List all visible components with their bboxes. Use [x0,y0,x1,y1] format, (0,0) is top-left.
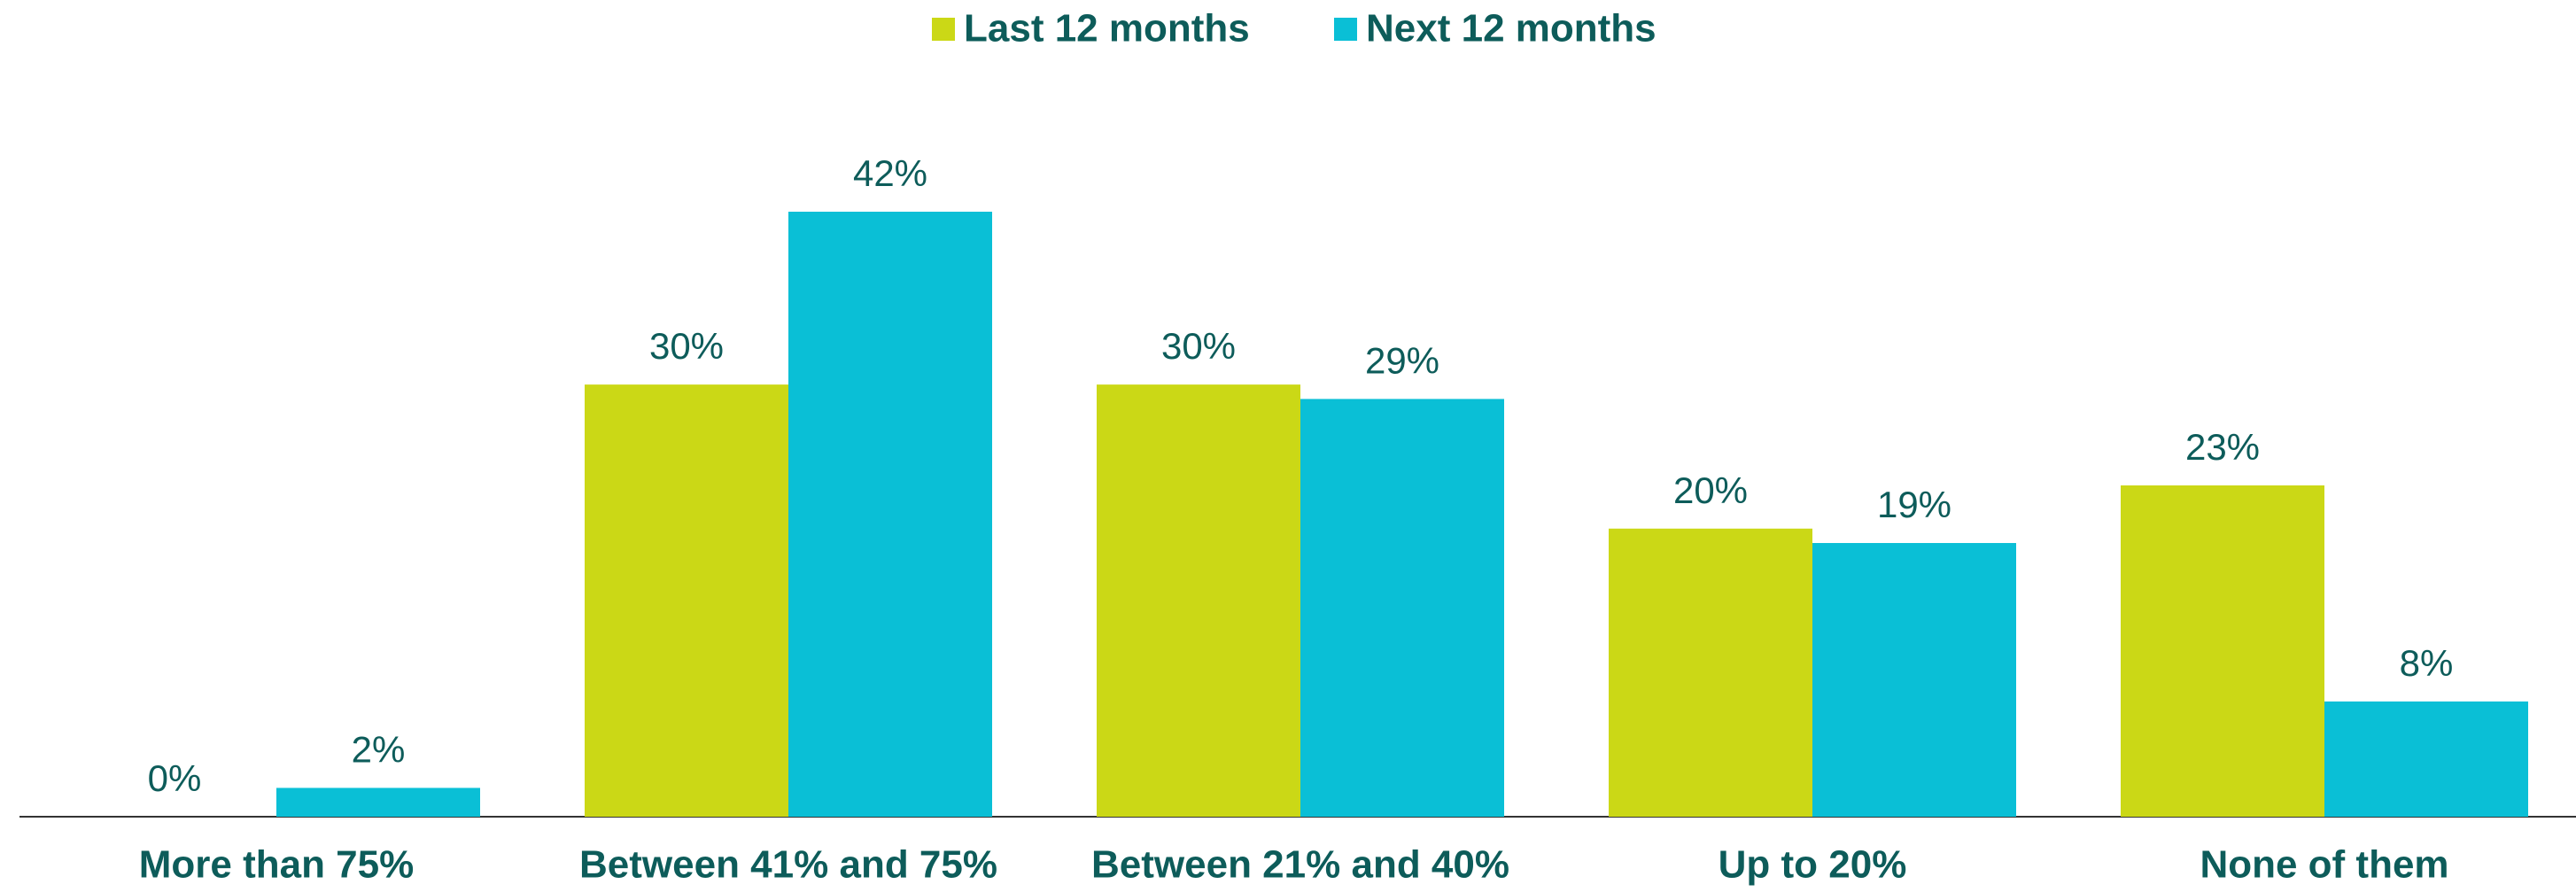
legend-label: Last 12 months [964,7,1250,50]
value-label: 2% [352,729,406,771]
bar [1097,384,1300,817]
value-label: 30% [1161,325,1236,367]
x-tick-label: Up to 20% [1719,843,1907,887]
bar [2121,485,2324,817]
bar [788,212,992,817]
value-label: 20% [1673,469,1748,511]
x-tick-label: Between 41% and 75% [579,843,997,887]
bar [276,787,480,817]
bar [1812,543,2016,817]
x-tick-label: More than 75% [139,843,415,887]
bar [1609,528,1812,817]
value-label: 0% [148,757,202,799]
value-label: 29% [1365,339,1439,381]
value-label: 23% [2185,426,2260,468]
x-tick-label: Between 21% and 40% [1091,843,1509,887]
bar [585,384,788,817]
value-label: 42% [853,152,927,194]
legend-label: Next 12 months [1366,7,1657,50]
legend-swatch [932,18,955,41]
bar [2324,701,2528,817]
legend-swatch [1334,18,1357,41]
value-label: 8% [2400,642,2454,684]
value-label: 19% [1877,484,1951,525]
x-tick-label: None of them [2200,843,2448,887]
value-label: 30% [649,325,724,367]
bar [1300,399,1504,817]
